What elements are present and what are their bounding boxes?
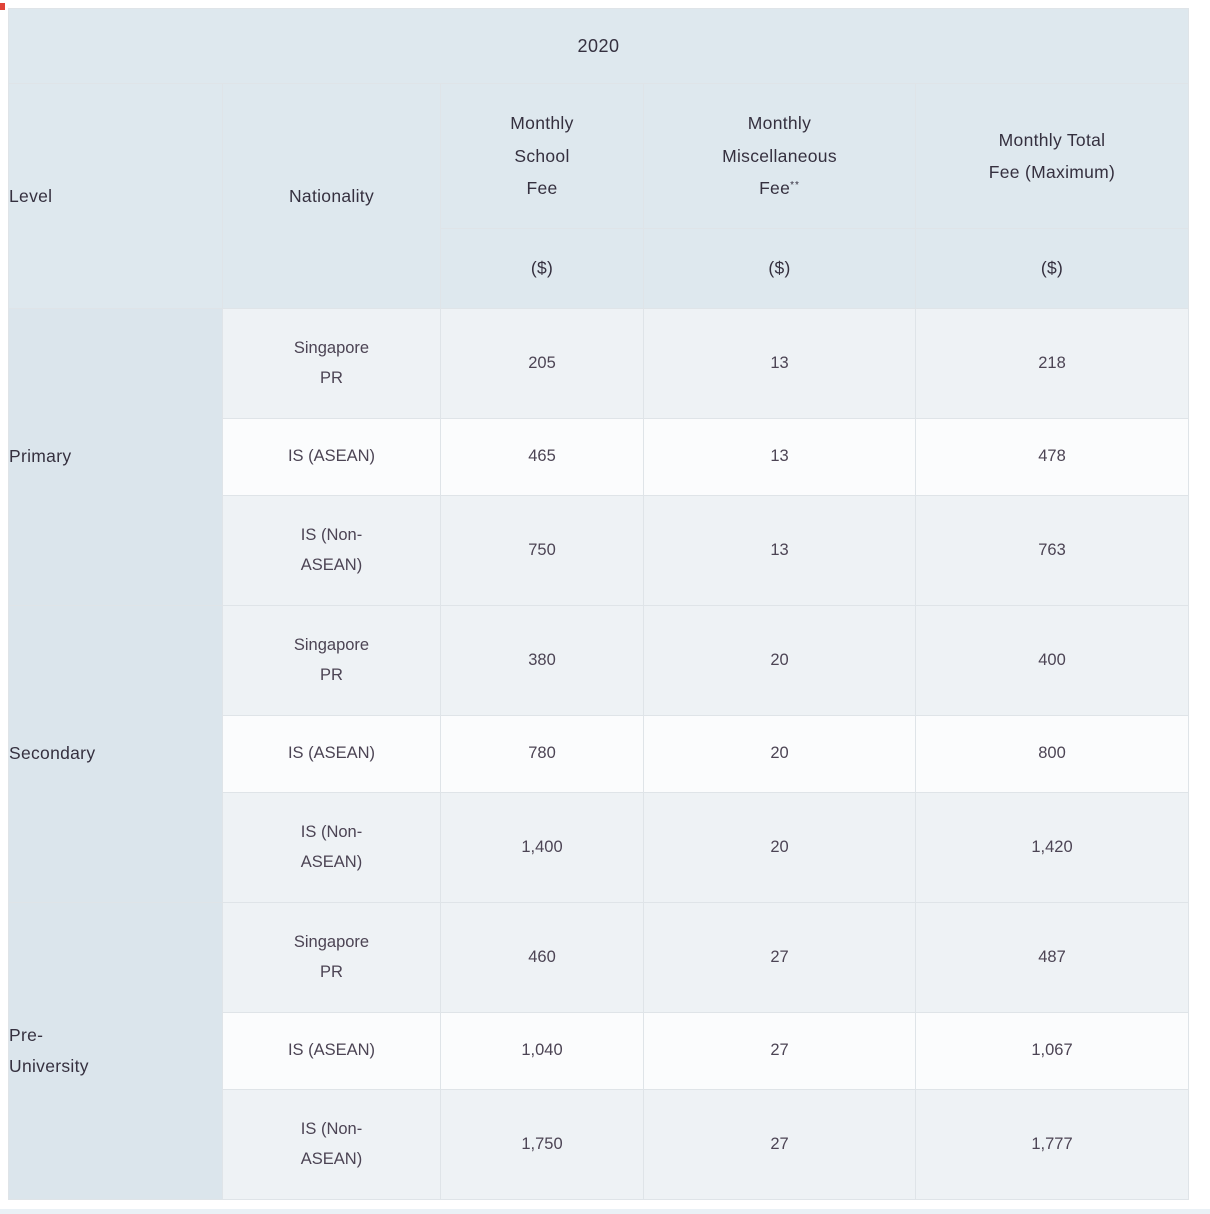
school-fee-cell: 380: [440, 605, 644, 716]
misc-fee-cell: 20: [643, 792, 916, 903]
school-fee-column-header: Monthly School Fee: [440, 83, 644, 229]
school-fee-cell: 460: [440, 902, 644, 1013]
misc-fee-column-header: Monthly Miscellaneous Fee**: [643, 83, 916, 229]
school-fee-unit-cell: ($): [440, 228, 644, 309]
total-fee-cell: 1,067: [915, 1012, 1189, 1090]
bottom-edge-strip: [0, 1209, 1210, 1214]
nationality-column-header: Nationality: [222, 83, 441, 309]
table-row: IS (Non- ASEAN) 750 13 763: [9, 495, 1189, 606]
table-row: IS (ASEAN) 1,040 27 1,067: [9, 1012, 1189, 1090]
school-fee-cell: 1,040: [440, 1012, 644, 1090]
misc-fee-cell: 27: [643, 1089, 916, 1200]
nationality-cell: IS (ASEAN): [222, 715, 441, 793]
misc-fee-footnote-marker: **: [790, 180, 800, 192]
table-row: Secondary Singapore PR 380 20 400: [8, 605, 1189, 903]
nationality-cell: IS (Non- ASEAN): [222, 495, 441, 606]
header-row-columns: Level Nationality Monthly School Fee Mon…: [8, 83, 1189, 309]
level-column-header: Level: [8, 83, 223, 309]
school-fees-table: 2020 Level Nationality Monthly School Fe…: [8, 8, 1189, 1200]
school-fee-cell: 750: [440, 495, 644, 606]
misc-fee-column-header-text: Monthly Miscellaneous Fee: [722, 113, 837, 199]
nationality-cell: Singapore PR: [222, 308, 441, 419]
school-fee-cell: 780: [440, 715, 644, 793]
total-fee-column-header: Monthly Total Fee (Maximum): [915, 83, 1189, 229]
misc-fee-cell: 13: [643, 308, 916, 419]
misc-fee-cell: 20: [643, 605, 916, 716]
total-fee-cell: 1,420: [915, 792, 1189, 903]
nationality-cell: IS (ASEAN): [222, 418, 441, 496]
nationality-cell: IS (Non- ASEAN): [222, 792, 441, 903]
level-group-cell-secondary: Secondary: [8, 605, 223, 903]
school-fee-cell: 465: [440, 418, 644, 496]
nationality-cell: IS (ASEAN): [222, 1012, 441, 1090]
nationality-cell: Singapore PR: [222, 605, 441, 716]
table-row: IS (ASEAN) 465 13 478: [9, 418, 1189, 496]
misc-fee-cell: 20: [643, 715, 916, 793]
school-fee-cell: 205: [440, 308, 644, 419]
table-row: IS (Non- ASEAN) 1,750 27 1,777: [9, 1089, 1189, 1200]
misc-fee-cell: 13: [643, 495, 916, 606]
table-row: IS (Non- ASEAN) 1,400 20 1,420: [9, 792, 1189, 903]
total-fee-cell: 218: [915, 308, 1189, 419]
misc-fee-cell: 27: [643, 902, 916, 1013]
misc-fee-unit-cell: ($): [643, 228, 916, 309]
year-header-cell: 2020: [8, 8, 1189, 84]
misc-fee-cell: 13: [643, 418, 916, 496]
total-fee-cell: 763: [915, 495, 1189, 606]
level-group-cell-primary: Primary: [8, 308, 223, 606]
table-row: IS (ASEAN) 780 20 800: [9, 715, 1189, 793]
total-fee-cell: 1,777: [915, 1089, 1189, 1200]
total-fee-cell: 478: [915, 418, 1189, 496]
total-fee-cell: 487: [915, 902, 1189, 1013]
nationality-cell: Singapore PR: [222, 902, 441, 1013]
red-corner-artifact: [0, 3, 5, 10]
header-row-units: ($) ($) ($): [9, 228, 1189, 309]
level-group-cell-pre-university: Pre- University: [8, 902, 223, 1200]
misc-fee-cell: 27: [643, 1012, 916, 1090]
school-fee-cell: 1,750: [440, 1089, 644, 1200]
total-fee-cell: 400: [915, 605, 1189, 716]
total-fee-unit-cell: ($): [915, 228, 1189, 309]
total-fee-cell: 800: [915, 715, 1189, 793]
table-row: Primary Singapore PR 205 13 218: [8, 308, 1189, 606]
school-fee-cell: 1,400: [440, 792, 644, 903]
nationality-cell: IS (Non- ASEAN): [222, 1089, 441, 1200]
header-row-year: 2020: [8, 8, 1189, 84]
table-row: Pre- University Singapore PR 460 27 487: [8, 902, 1189, 1200]
